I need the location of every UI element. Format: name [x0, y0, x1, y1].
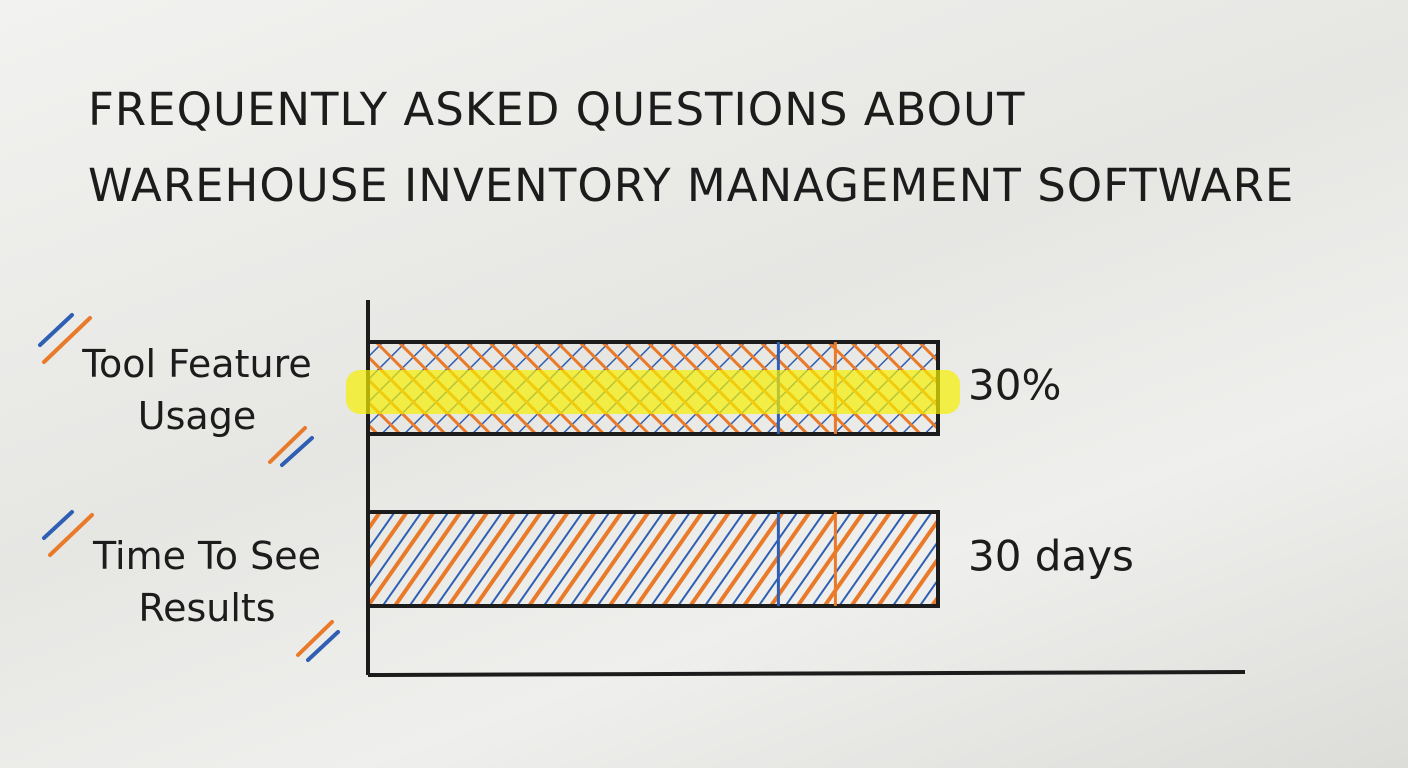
value-label: 30%: [968, 361, 1061, 410]
category-label: Time To See Results: [92, 534, 322, 630]
decoration-strokes: [38, 313, 340, 662]
bar: [366, 510, 940, 608]
value-label: 30 days: [968, 532, 1134, 581]
chart-title: FREQUENTLY ASKED QUESTIONS ABOUT WAREHOU…: [88, 83, 1295, 212]
highlight: [346, 370, 960, 414]
category-label: Tool Feature Usage: [82, 342, 312, 438]
x-axis: [367, 670, 1246, 677]
